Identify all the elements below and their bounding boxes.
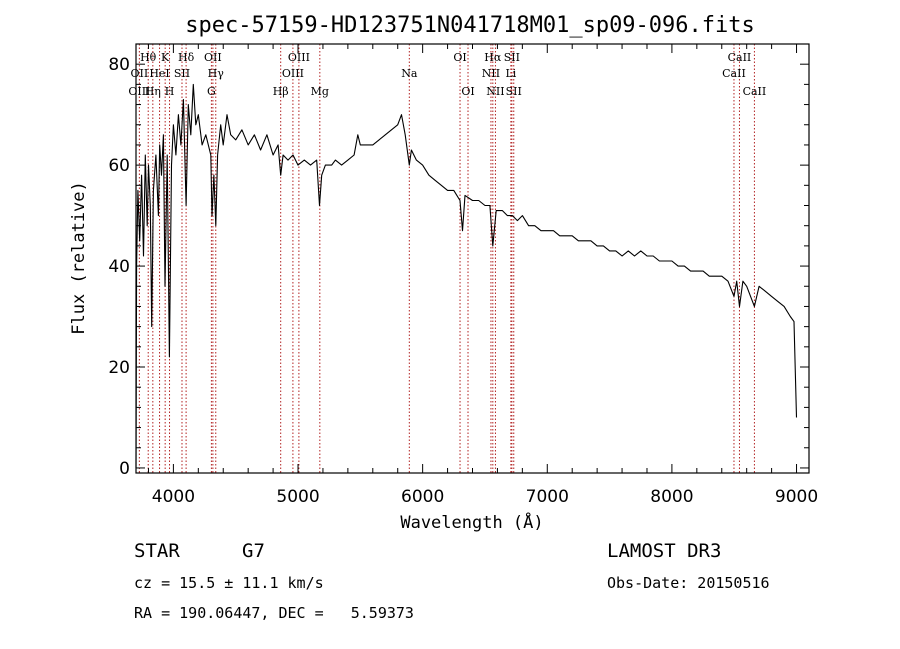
y-tick-label: 60	[108, 156, 130, 176]
x-tick-label: 6000	[401, 487, 444, 507]
spectral-line-label: HeI	[149, 67, 169, 80]
y-axis-ticks: 0 20 40 60 80	[108, 43, 809, 479]
x-axis-ticks: 4000 5000 6000 7000 8000 9000	[147, 44, 818, 507]
spectral-line-label: H	[165, 85, 175, 98]
spectral-line-label: K	[161, 51, 170, 64]
y-tick-label: 20	[108, 358, 130, 378]
spectral-line-label: OIII	[128, 85, 150, 98]
x-tick-label: 7000	[526, 487, 569, 507]
x-tick-label: 5000	[276, 487, 319, 507]
spectral-line-label: Hβ	[273, 85, 289, 98]
spectral-subclass: G7	[242, 540, 265, 562]
spectral-line-label: Mg	[311, 85, 329, 98]
spectral-line-label: CaII	[722, 67, 746, 80]
spectral-line-label: Li	[505, 67, 516, 80]
y-tick-label: 80	[108, 55, 130, 75]
spectral-line-label: Hδ	[178, 51, 195, 64]
spectral-line-label: OIII	[282, 67, 304, 80]
spectral-line-label: SII	[504, 51, 520, 64]
spectral-line-label: Hη	[145, 85, 161, 98]
spectral-line-label: SII	[174, 67, 190, 80]
spectral-line-label: CaII	[743, 85, 767, 98]
spectral-line-label: CaII	[728, 51, 752, 64]
y-axis-title: Flux (relative)	[69, 181, 89, 335]
spectral-line-label: NII	[486, 85, 504, 98]
redshift-line: cz = 15.5 ± 11.1 km/s	[134, 574, 324, 592]
y-tick-label: 40	[108, 257, 130, 277]
spectral-line-label: Hγ	[208, 67, 225, 80]
spectral-line-label: Na	[401, 67, 418, 80]
spectrum-series-line	[135, 83, 798, 469]
spectral-line-label: OII	[204, 51, 222, 64]
x-tick-label: 8000	[650, 487, 693, 507]
spectral-line-label: OII	[131, 67, 149, 80]
chart-title: spec-57159-HD123751N041718M01_sp09-096.f…	[185, 13, 755, 38]
spectral-line-label: NII	[482, 67, 500, 80]
survey-name: LAMOST DR3	[607, 540, 722, 562]
spectral-line-label: OI	[453, 51, 466, 64]
spectral-line-label: Hα	[484, 51, 502, 64]
spectral-line-label: OI	[461, 85, 474, 98]
spectral-line-label: G	[207, 85, 216, 98]
spectral-line-label: OIII	[288, 51, 310, 64]
coordinates-line: RA = 190.06447, DEC = 5.59373	[134, 604, 414, 622]
observation-date: Obs-Date: 20150516	[607, 574, 770, 592]
spectral-line-label: SII	[506, 85, 522, 98]
spectral-line-label: Hθ	[140, 51, 157, 64]
spectral-line-markers	[138, 44, 755, 473]
x-axis-title: Wavelength (Å)	[400, 511, 543, 533]
x-tick-label: 4000	[152, 487, 195, 507]
spectral-line-labels: Hθ OII OIII K HeI Hη Hδ SII H OII Hγ G OIII OIII Hβ Mg N…	[128, 51, 766, 98]
x-tick-label: 9000	[775, 487, 818, 507]
plot-frame	[135, 43, 810, 474]
y-tick-label: 0	[119, 459, 130, 479]
object-class: STAR	[134, 540, 180, 562]
